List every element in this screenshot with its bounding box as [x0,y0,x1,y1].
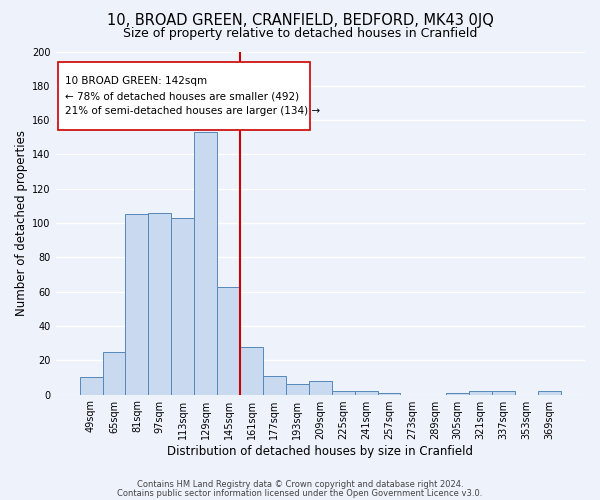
Bar [263,376,286,394]
Bar [446,393,469,394]
Bar [240,346,263,395]
Bar [103,352,125,395]
X-axis label: Distribution of detached houses by size in Cranfield: Distribution of detached houses by size … [167,444,473,458]
Bar [217,286,240,395]
Text: Size of property relative to detached houses in Cranfield: Size of property relative to detached ho… [123,28,477,40]
Y-axis label: Number of detached properties: Number of detached properties [15,130,28,316]
Bar [125,214,148,394]
Bar [80,378,103,394]
Bar [171,218,194,394]
Text: Contains HM Land Registry data © Crown copyright and database right 2024.: Contains HM Land Registry data © Crown c… [137,480,463,489]
FancyBboxPatch shape [58,62,310,130]
Bar [377,393,400,394]
Bar [332,391,355,394]
Bar [286,384,309,394]
Text: Contains public sector information licensed under the Open Government Licence v3: Contains public sector information licen… [118,488,482,498]
Text: 10 BROAD GREEN: 142sqm
← 78% of detached houses are smaller (492)
21% of semi-de: 10 BROAD GREEN: 142sqm ← 78% of detached… [65,76,320,116]
Bar [148,212,171,394]
Bar [309,381,332,394]
Text: 10, BROAD GREEN, CRANFIELD, BEDFORD, MK43 0JQ: 10, BROAD GREEN, CRANFIELD, BEDFORD, MK4… [107,12,493,28]
Bar [355,391,377,394]
Bar [469,391,492,394]
Bar [194,132,217,394]
Bar [538,391,561,394]
Bar [492,391,515,394]
